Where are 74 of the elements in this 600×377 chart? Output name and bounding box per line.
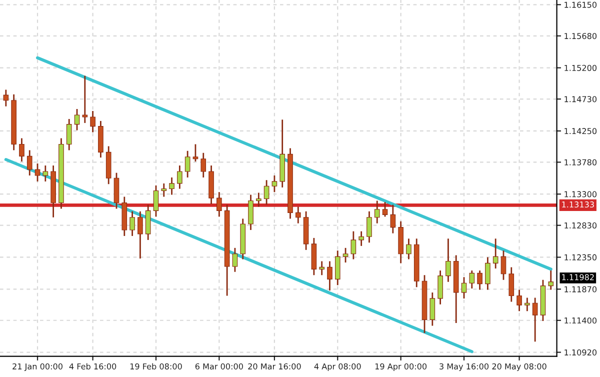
candlestick: [406, 238, 412, 260]
candlestick: [42, 164, 48, 182]
y-tick-label: 1.13780: [564, 159, 597, 166]
candlestick: [19, 138, 24, 162]
y-tick-label: 1.15200: [564, 64, 597, 71]
y-tick-label: 1.11400: [564, 317, 597, 324]
candlestick: [430, 292, 436, 326]
x-tick-label: 3 May 16:00: [440, 363, 489, 372]
x-tick-label: 4 Feb 16:00: [69, 363, 116, 370]
candlestick: [390, 204, 396, 234]
candlestick: [66, 118, 72, 151]
candlestick: [508, 266, 514, 302]
x-tick-label: 19 Feb 08:00: [130, 363, 182, 370]
candlestick: [366, 210, 372, 244]
y-tick-label: 1.11870: [564, 286, 597, 292]
candlestick: [256, 192, 262, 208]
x-tick-label: 4 Apr 08:00: [314, 363, 361, 372]
candlestick: [153, 184, 159, 218]
candlestick: [327, 260, 332, 292]
y-tick-label: 1.12830: [564, 222, 597, 228]
ref-line-label: 1.13133: [562, 201, 594, 208]
candlestick: [477, 270, 482, 290]
candlestick: [374, 200, 380, 224]
candlestick: [248, 194, 254, 231]
candlestick: [334, 250, 340, 286]
candlestick: [461, 276, 467, 300]
candlestick: [485, 256, 490, 290]
x-tick-label: 21 Jan 00:00: [12, 363, 62, 371]
candlestick: [169, 176, 174, 196]
candlestick: [446, 238, 451, 283]
candlestick: [438, 270, 443, 306]
y-tick-label: 1.14730: [564, 96, 597, 102]
candlestick: [350, 230, 356, 260]
candlestick: [184, 150, 190, 178]
candlestick: [130, 210, 135, 237]
y-tick-label: 1.12350: [564, 254, 597, 260]
x-tick-label: 6 Mar 00:00: [195, 363, 243, 370]
candlestick: [138, 210, 143, 260]
candlestick: [90, 110, 96, 133]
candlestick: [500, 250, 506, 281]
x-tick-label: 20 Mar 16:00: [248, 363, 301, 370]
candlestick: [469, 270, 475, 290]
x-tick-label: 20 May 08:00: [492, 363, 546, 372]
candlestick: [74, 108, 80, 131]
candlestick: [342, 247, 348, 264]
candlestick: [192, 144, 198, 162]
candlestick: [177, 164, 182, 190]
candlestick: [492, 238, 498, 270]
candlestick: [3, 89, 9, 108]
candlestick: [82, 75, 88, 124]
candlestick: [26, 150, 32, 176]
y-tick-label: 1.15680: [564, 32, 597, 40]
y-tick-label: 1.13300: [564, 191, 597, 198]
y-tick-label: 1.14250: [564, 128, 597, 134]
x-tick-label: 19 Apr 00:00: [375, 363, 427, 372]
candlestick: [382, 201, 388, 218]
candlestick: [216, 191, 222, 218]
candlestick: [524, 297, 530, 312]
candlestick: [264, 179, 270, 206]
text: 1.11982: [562, 274, 594, 280]
candlestick: [161, 182, 167, 198]
candlestick: [358, 230, 364, 247]
candlestick: [272, 174, 278, 193]
candlestick: [145, 204, 151, 241]
candlestick: [319, 260, 324, 276]
candlestick: [516, 289, 522, 312]
y-tick-label: 1.10920: [564, 349, 597, 356]
y-tick-label: 1.16150: [564, 2, 597, 8]
candlestick: [200, 152, 206, 178]
candlestick: [532, 297, 538, 342]
candlestick: [232, 247, 238, 273]
candlestick: [548, 270, 554, 290]
candlestick: [34, 162, 40, 182]
candlestick: [295, 206, 301, 224]
